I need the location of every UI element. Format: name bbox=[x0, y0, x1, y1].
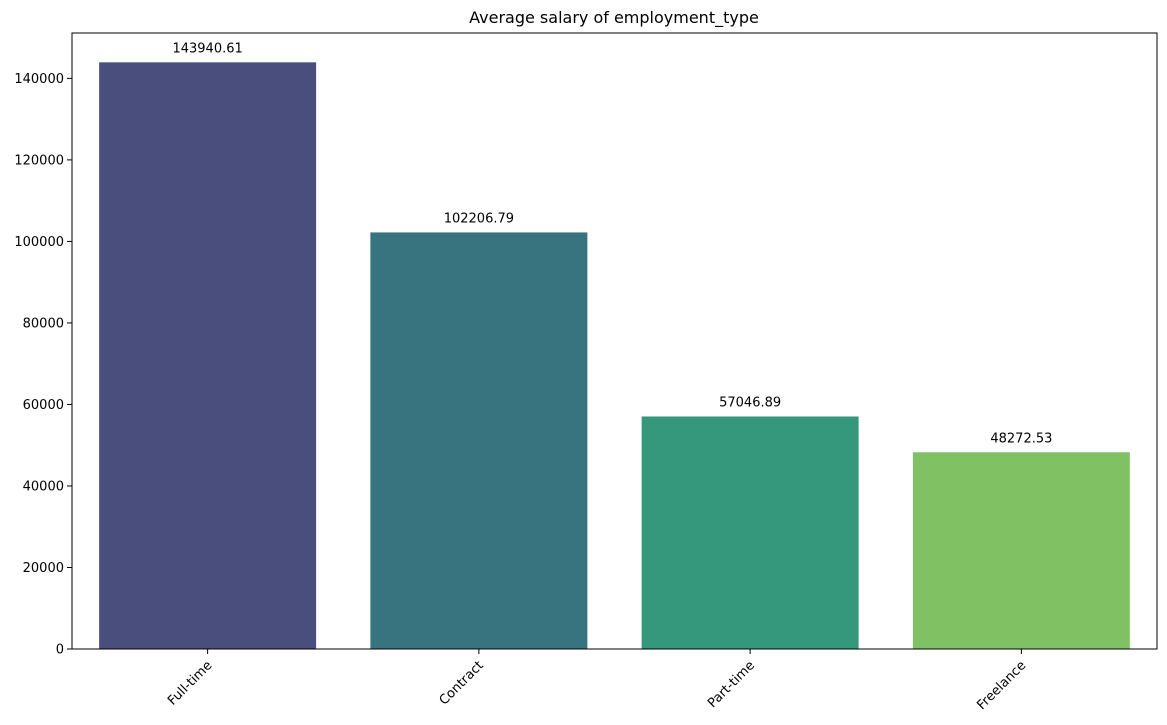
bars-group bbox=[99, 62, 1130, 649]
bar-labels-group: 143940.61 102206.79 57046.89 48272.53 bbox=[172, 41, 1052, 446]
y-axis: 0 20000 40000 60000 80000 100000 120000 140000 bbox=[14, 72, 72, 658]
y-tick-label: 80000 bbox=[23, 316, 64, 331]
x-tick-label: Contract bbox=[437, 658, 487, 708]
y-tick-label: 40000 bbox=[23, 479, 64, 494]
x-axis: Full-time Contract Part-time Freelance bbox=[165, 649, 1029, 713]
chart-title: Average salary of employment_type bbox=[469, 8, 759, 28]
y-tick-label: 120000 bbox=[14, 153, 64, 168]
y-tick-label: 100000 bbox=[14, 235, 64, 250]
y-tick-label: 0 bbox=[56, 643, 64, 658]
plot-frame bbox=[71, 32, 1158, 650]
bar-contract bbox=[370, 232, 588, 649]
x-tick-label: Part-time bbox=[705, 658, 758, 711]
bar-value-label: 102206.79 bbox=[444, 211, 514, 226]
y-tick-label: 140000 bbox=[14, 72, 64, 87]
bar-value-label: 48272.53 bbox=[990, 431, 1052, 446]
bar-freelance bbox=[912, 452, 1130, 649]
x-tick-label: Freelance bbox=[974, 658, 1029, 713]
y-tick-label: 20000 bbox=[23, 561, 64, 576]
x-tick-label: Full-time bbox=[165, 658, 215, 708]
bar-value-label: 143940.61 bbox=[172, 41, 242, 56]
bar-part-time bbox=[641, 416, 859, 649]
bar-full-time bbox=[99, 62, 317, 649]
bar-value-label: 57046.89 bbox=[719, 395, 781, 410]
y-tick-label: 60000 bbox=[23, 398, 64, 413]
